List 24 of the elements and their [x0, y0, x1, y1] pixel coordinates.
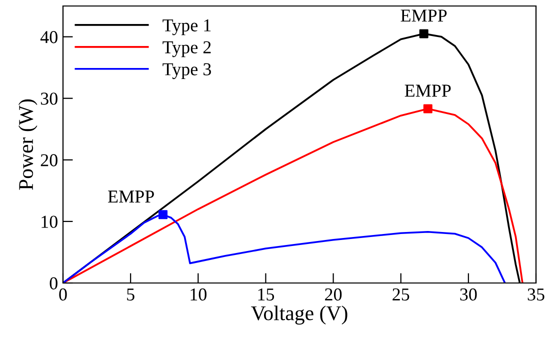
x-tick-label: 15: [258, 288, 274, 301]
legend-label: Type 1: [162, 19, 211, 36]
x-tick-label: 20: [325, 288, 342, 301]
annotation: EMPP: [404, 84, 451, 97]
x-tick-label: 5: [127, 288, 134, 301]
x-axis-title: Voltage (V): [251, 306, 348, 325]
legend-label: Type 2: [162, 41, 211, 58]
x-tick-label: 35: [528, 288, 544, 301]
point: [419, 29, 428, 38]
y-tick-label: 10: [42, 216, 58, 228]
annotation: EMPP: [400, 10, 447, 22]
annotation: EMPP: [108, 190, 154, 202]
x-tick-label: 10: [190, 288, 206, 301]
legend-label: Type 3: [162, 63, 211, 80]
x-tick-label: 25: [392, 288, 410, 301]
x-tick-label: 30: [460, 288, 477, 301]
y-axis-title: Power (W): [18, 99, 38, 190]
y-tick-label: 0: [50, 277, 58, 290]
point: [158, 210, 168, 220]
y-tick-label: 30: [40, 92, 58, 105]
x-tick-label: 0: [59, 288, 67, 301]
point: [423, 104, 432, 114]
y-tick-label: 40: [40, 31, 58, 44]
y-tick-label: 20: [40, 154, 58, 166]
